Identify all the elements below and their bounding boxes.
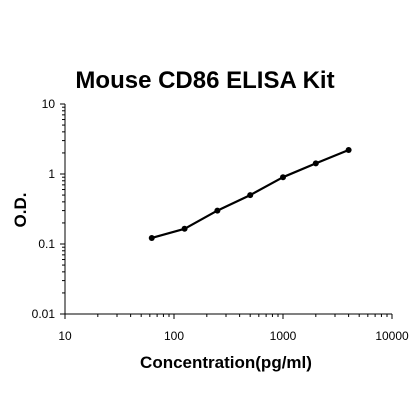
x-tick-label: 10 bbox=[58, 329, 72, 343]
y-axis-ticks: 0.01 0.1 1 10 bbox=[32, 97, 65, 321]
data-point bbox=[148, 234, 155, 241]
y-tick-label: 10 bbox=[42, 97, 56, 111]
data-point bbox=[247, 192, 254, 199]
y-axis-label: O.D. bbox=[11, 193, 30, 228]
series-layer bbox=[148, 147, 352, 241]
y-tick-label: 0.1 bbox=[38, 237, 55, 251]
data-point bbox=[214, 207, 221, 214]
x-tick-label: 100 bbox=[164, 329, 184, 343]
x-axis-label: Concentration(pg/ml) bbox=[140, 353, 312, 372]
chart-title: Mouse CD86 ELISA Kit bbox=[75, 67, 334, 94]
data-point bbox=[181, 225, 188, 232]
plot-area: 0.01 0.1 1 10 10 100 1000 10000 bbox=[32, 97, 409, 343]
x-tick-label: 1000 bbox=[270, 329, 297, 343]
y-tick-label: 0.01 bbox=[32, 307, 56, 321]
data-point bbox=[345, 147, 352, 154]
data-point bbox=[312, 160, 319, 167]
y-tick-label: 1 bbox=[48, 167, 55, 181]
x-tick-label: 10000 bbox=[375, 329, 409, 343]
x-axis-ticks: 10 100 1000 10000 bbox=[58, 314, 409, 343]
data-point bbox=[280, 174, 286, 181]
